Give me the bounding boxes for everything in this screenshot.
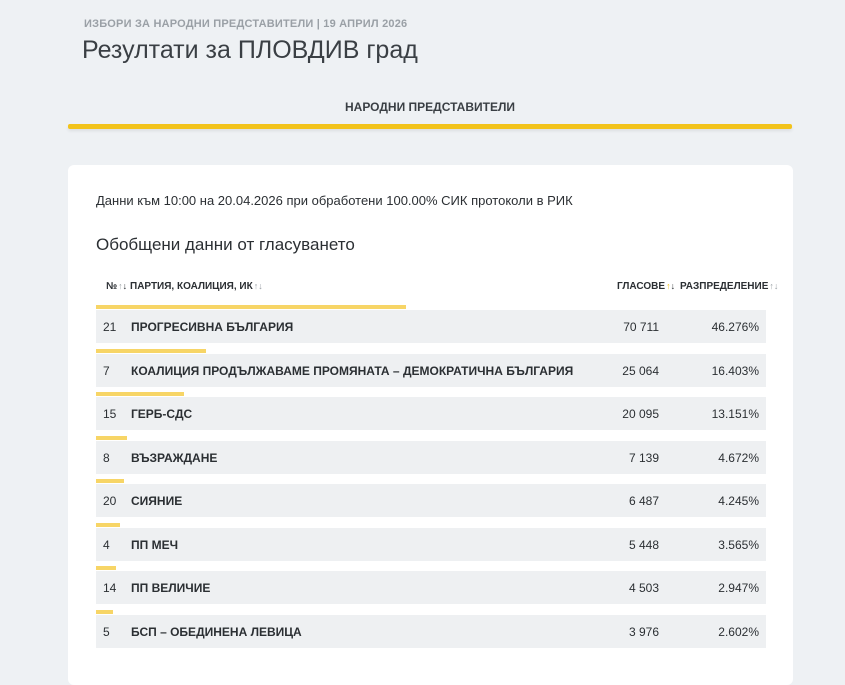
row-votes: 7 139 — [628, 450, 659, 465]
share-bar — [96, 392, 185, 396]
share-bar — [96, 348, 206, 353]
row-percentage: 4.672% — [718, 450, 759, 465]
header-distribution[interactable]: РАЗПРЕДЕЛЕНИЕ↑↓ — [680, 281, 778, 292]
row-number: 14 — [103, 581, 117, 595]
data-status-text: Данни към 10:00 на 20.04.2026 при обрабо… — [96, 193, 573, 208]
row-number: 21 — [103, 320, 117, 334]
row-party: КОАЛИЦИЯ ПРОДЪЛЖАВАМЕ ПРОМЯНАТА – ДЕМОКР… — [131, 363, 574, 378]
row-number: 7 — [103, 363, 110, 378]
table-row[interactable]: 15 ГЕРБ-СДС 20 095 13.151% — [96, 392, 766, 430]
tab-national-representatives[interactable]: НАРОДНИ ПРЕДСТАВИТЕЛИ — [68, 96, 792, 130]
tab-label[interactable]: НАРОДНИ ПРЕДСТАВИТЕЛИ — [345, 100, 515, 114]
row-percentage: 2.602% — [718, 624, 759, 639]
row-party: ПП МЕЧ — [131, 537, 179, 552]
header-votes-label: ГЛАСОВЕ — [617, 281, 666, 292]
row-number: 4 — [103, 537, 110, 552]
sort-icon: ↑↓ — [253, 281, 263, 291]
row-party: ВЪЗРАЖДАНЕ — [131, 450, 218, 465]
sort-icon: ↑↓ — [769, 281, 779, 291]
header-number[interactable]: №↑↓ — [106, 281, 127, 292]
row-percentage: 3.565% — [718, 537, 759, 552]
share-bar — [96, 479, 125, 483]
row-votes: 25 064 — [622, 363, 659, 378]
row-votes: 6 487 — [628, 494, 659, 508]
table-row[interactable]: 5 БСП – ОБЕДИНЕНА ЛЕВИЦА 3 976 2.602% — [96, 609, 766, 648]
sort-desc-icon: ↑↓ — [666, 281, 676, 291]
row-party: ГЕРБ-СДС — [131, 407, 193, 421]
row-party: СИЯНИЕ — [131, 494, 183, 508]
table-row[interactable]: 21 ПРОГРЕСИВНА БЪЛГАРИЯ 70 711 46.276% — [96, 305, 766, 343]
page-title: Резултати за ПЛОВДИВ град — [82, 36, 418, 64]
header-party-label: ПАРТИЯ, КОАЛИЦИЯ, ИК — [130, 281, 253, 292]
table-row[interactable]: 14 ПП ВЕЛИЧИЕ 4 503 2.947% — [96, 566, 766, 604]
share-bar — [96, 609, 114, 614]
row-number: 15 — [103, 407, 117, 421]
header-party[interactable]: ПАРТИЯ, КОАЛИЦИЯ, ИК↑↓ — [130, 281, 263, 292]
share-bar — [96, 305, 407, 309]
row-votes: 5 448 — [628, 537, 659, 552]
row-percentage: 2.947% — [718, 581, 759, 595]
table-row[interactable]: 20 СИЯНИЕ 6 487 4.245% — [96, 479, 766, 517]
row-votes: 20 095 — [622, 407, 659, 421]
table-row[interactable]: 8 ВЪЗРАЖДАНЕ 7 139 4.672% — [96, 435, 766, 474]
header-number-label: № — [106, 281, 118, 292]
row-party: БСП – ОБЕДИНЕНА ЛЕВИЦА — [131, 624, 302, 639]
share-bar — [96, 435, 128, 440]
election-subtitle: ИЗБОРИ ЗА НАРОДНИ ПРЕДСТАВИТЕЛИ | 19 АПР… — [84, 18, 408, 30]
row-number: 20 — [103, 494, 117, 508]
section-title: Обобщени данни от гласуването — [96, 235, 355, 254]
header-distribution-label: РАЗПРЕДЕЛЕНИЕ — [680, 281, 769, 292]
row-percentage: 13.151% — [711, 407, 759, 421]
sort-icon: ↑↓ — [118, 281, 128, 291]
header-votes[interactable]: ГЛАСОВЕ↑↓ — [617, 281, 675, 292]
row-party: ПРОГРЕСИВНА БЪЛГАРИЯ — [131, 320, 294, 334]
row-percentage: 4.245% — [718, 494, 759, 508]
row-votes: 70 711 — [623, 320, 659, 334]
table-row[interactable]: 7 КОАЛИЦИЯ ПРОДЪЛЖАВАМЕ ПРОМЯНАТА – ДЕМОК… — [96, 348, 766, 387]
table-row[interactable]: 4 ПП МЕЧ 5 448 3.565% — [96, 522, 766, 561]
row-number: 8 — [103, 450, 110, 465]
share-bar — [96, 522, 120, 527]
table-header: №↑↓ ПАРТИЯ, КОАЛИЦИЯ, ИК↑↓ ГЛАСОВЕ↑↓ РАЗ… — [96, 281, 778, 297]
results-card: Данни към 10:00 на 20.04.2026 при обрабо… — [68, 165, 793, 685]
share-bar — [96, 566, 116, 570]
tab-active-indicator — [68, 124, 792, 129]
row-percentage: 46.276% — [711, 320, 759, 334]
row-percentage: 16.403% — [711, 363, 759, 378]
row-number: 5 — [103, 624, 110, 639]
row-party: ПП ВЕЛИЧИЕ — [131, 581, 211, 595]
row-votes: 3 976 — [628, 624, 659, 639]
row-votes: 4 503 — [628, 581, 659, 595]
